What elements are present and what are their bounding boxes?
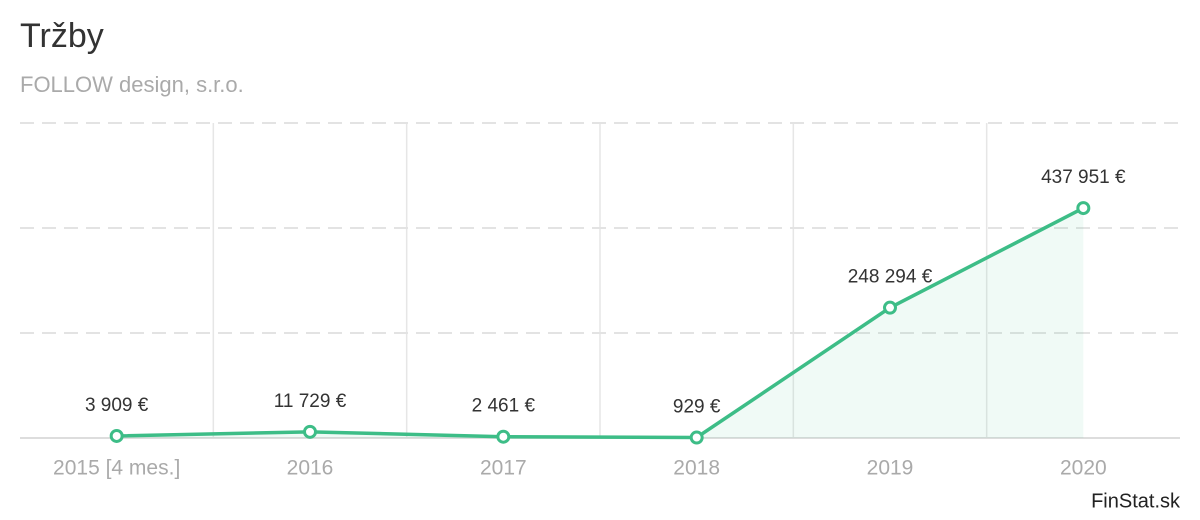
value-label: 11 729 €	[274, 391, 347, 412]
value-label: 2 461 €	[472, 396, 536, 417]
value-label: 3 909 €	[85, 395, 149, 416]
x-tick-label: 2015 [4 mes.]	[53, 457, 180, 480]
value-label: 437 951 €	[1041, 167, 1126, 188]
point	[883, 300, 897, 315]
x-tick-label: 2016	[287, 457, 334, 480]
x-tick-label: 2019	[867, 457, 914, 480]
line	[116, 206, 1085, 440]
point	[303, 424, 317, 439]
point	[1076, 201, 1091, 216]
point	[109, 428, 124, 443]
point	[496, 429, 511, 444]
area	[116, 208, 1084, 438]
x-tick-label: 2020	[1060, 457, 1107, 480]
source: FinStat.sk	[1091, 490, 1181, 512]
chart-subtitle: FOLLOW design, s.r.o.	[20, 72, 244, 97]
x-tick-label: 2017	[480, 457, 527, 480]
value-label: 929 €	[673, 397, 721, 418]
value-label: 248 294 €	[848, 267, 933, 288]
chart-title: Tržby	[20, 17, 104, 55]
x-tick-label: 2018	[673, 457, 720, 480]
point	[689, 430, 704, 445]
